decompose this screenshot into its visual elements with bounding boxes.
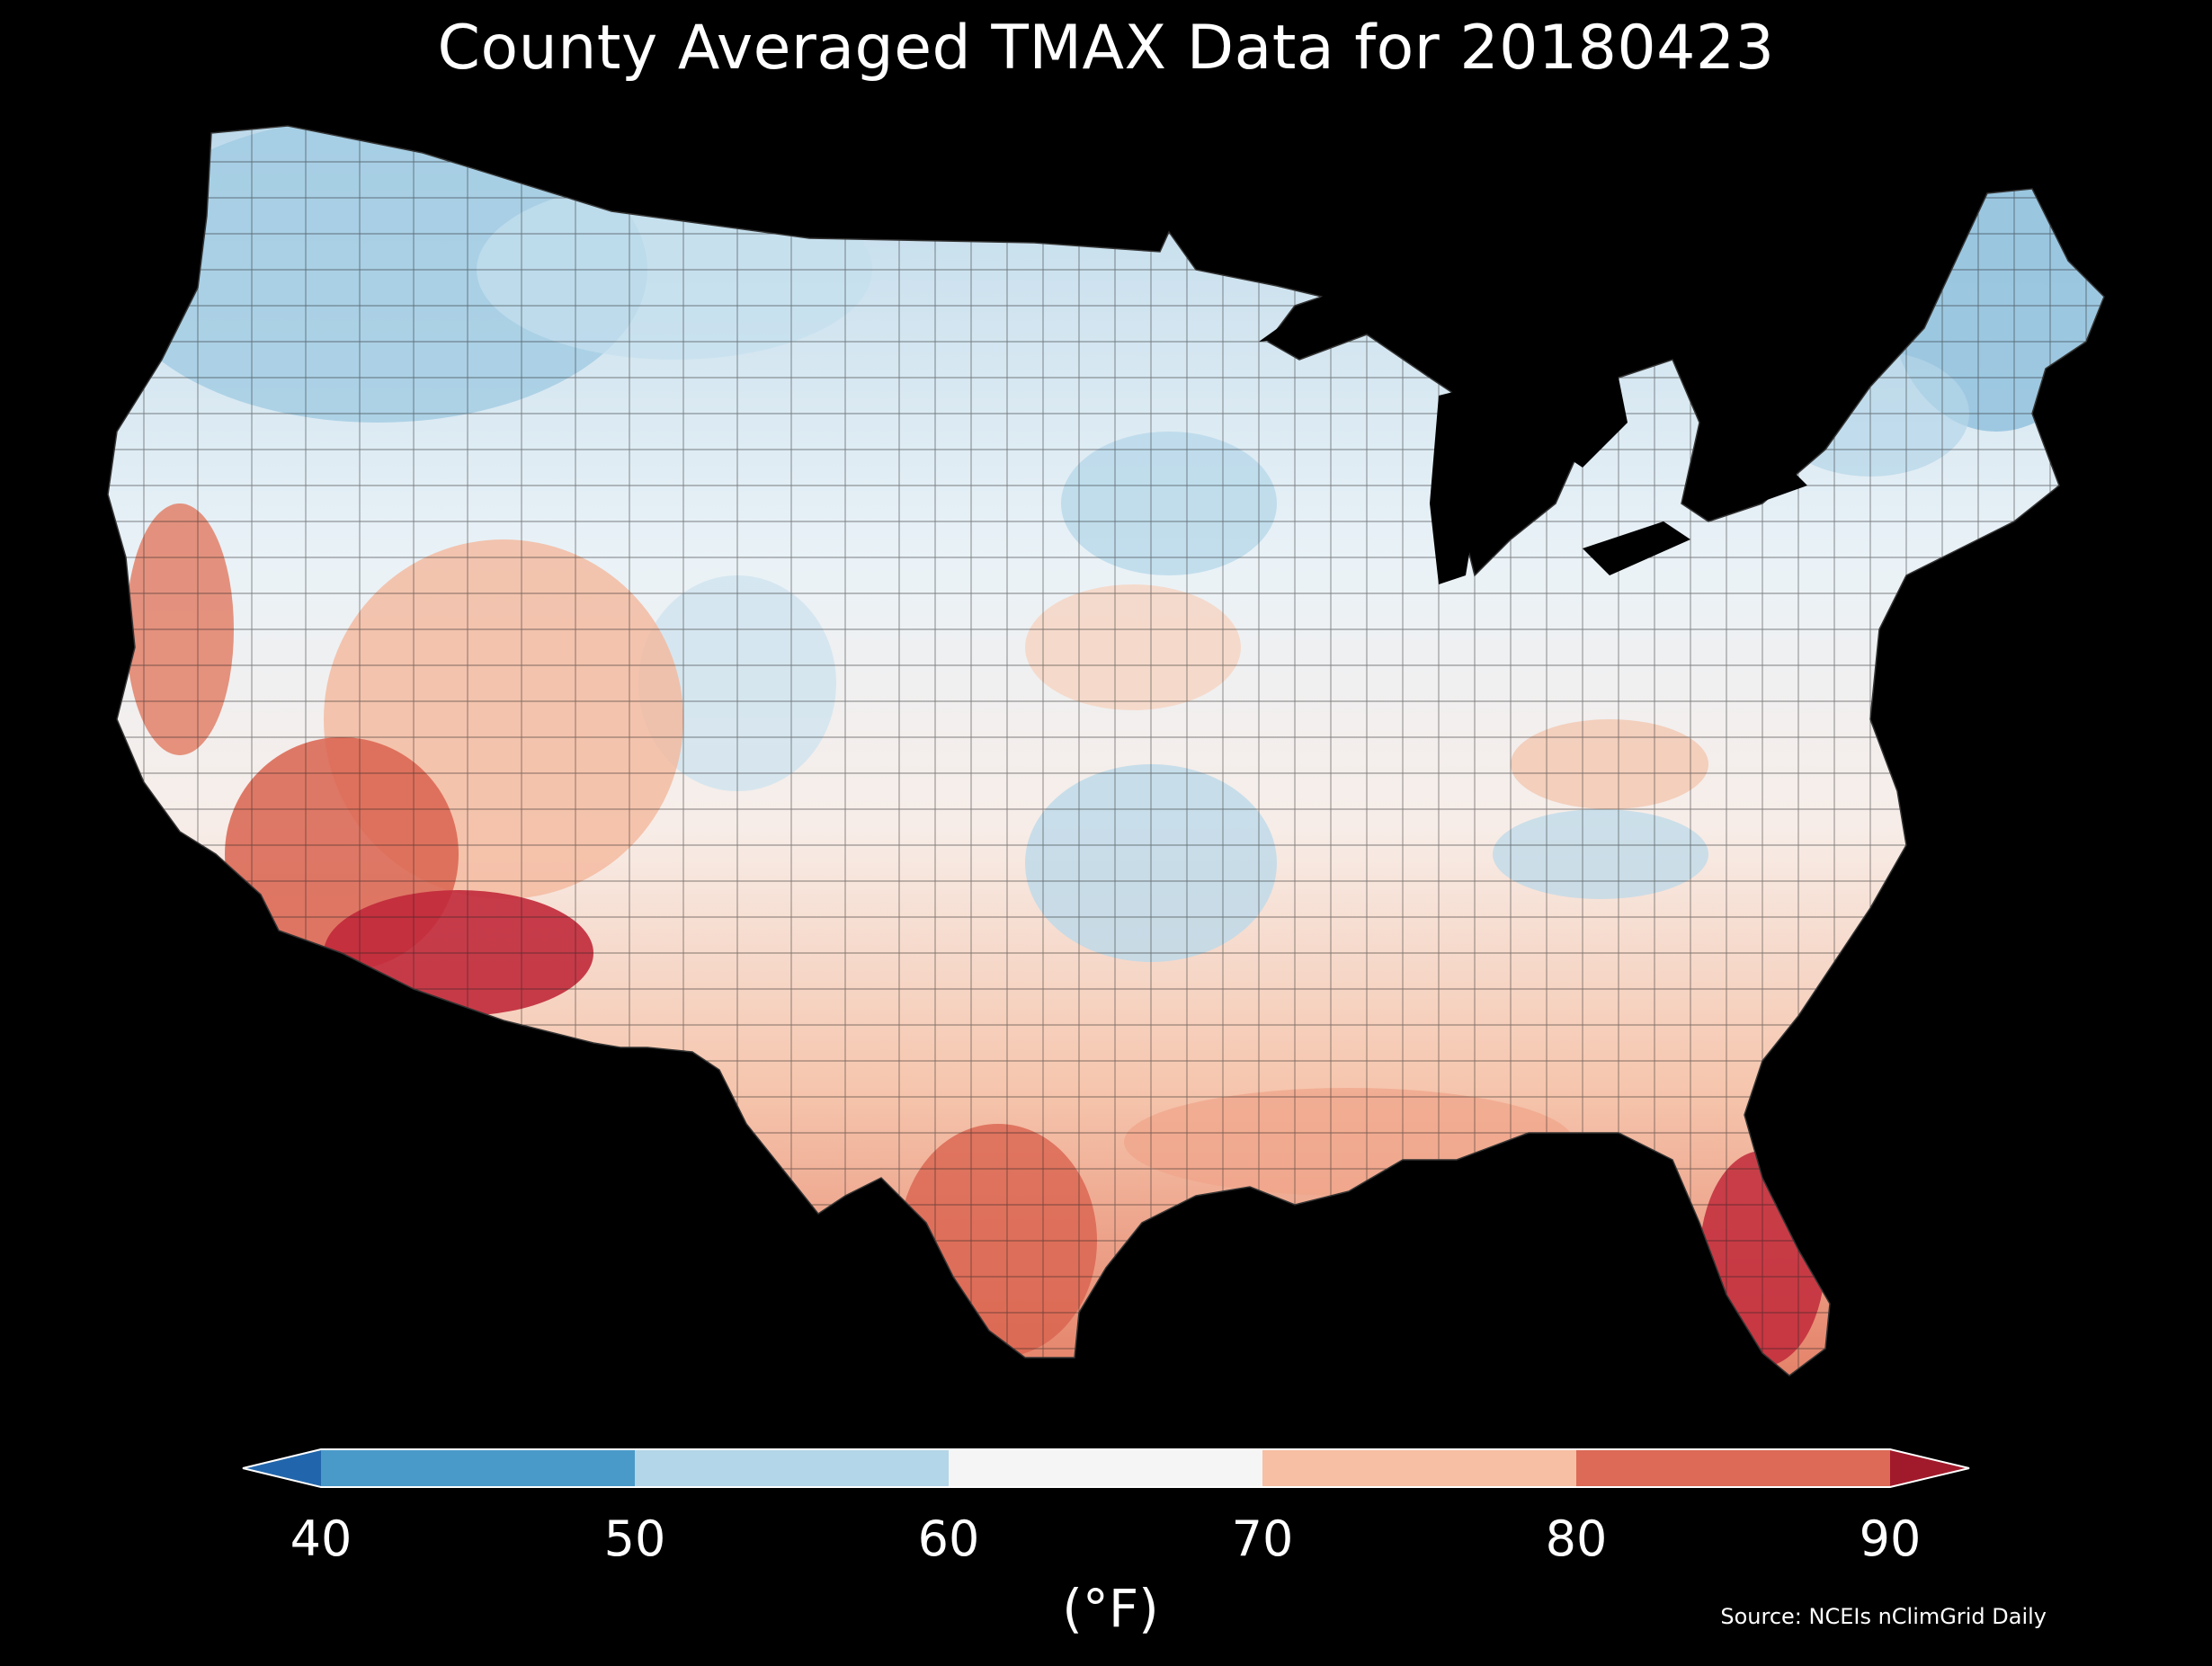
colorbar-extend-low (243, 1449, 321, 1487)
colorbar-tick: 60 (917, 1510, 980, 1567)
great-lakes (1259, 279, 1807, 584)
colorbar-tick: 50 (603, 1510, 666, 1567)
colorbar-segment (635, 1449, 949, 1487)
colorbar-tick: 90 (1859, 1510, 1922, 1567)
colorbar-segment (1576, 1449, 1890, 1487)
colorbar-segment (949, 1449, 1262, 1487)
colorbar-tick: 70 (1231, 1510, 1294, 1567)
colorbar-unit-label: (°F) (1062, 1578, 1159, 1639)
source-credit: Source: NCEIs nClimGrid Daily (1720, 1604, 2047, 1629)
colorbar-segment (321, 1449, 635, 1487)
colorbar-tick: 40 (290, 1510, 352, 1567)
colorbar-extend-high (1890, 1449, 1969, 1487)
colorbar-segment (1262, 1449, 1576, 1487)
map-title: County Averaged TMAX Data for 20180423 (437, 13, 1775, 84)
colorbar-tick: 80 (1545, 1510, 1608, 1567)
colorbar-outline (242, 1448, 1970, 1488)
